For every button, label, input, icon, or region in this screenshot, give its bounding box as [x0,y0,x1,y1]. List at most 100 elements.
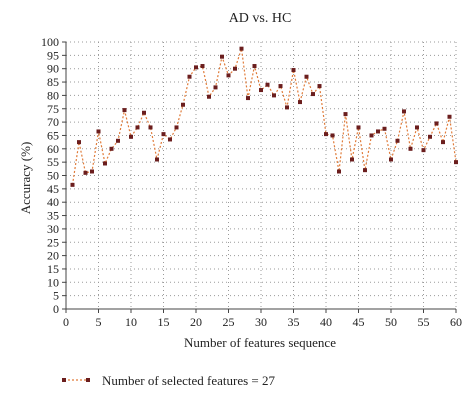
data-point [96,129,101,134]
data-point [330,133,335,138]
data-point [363,168,367,173]
y-tick-label: 15 [47,262,59,276]
data-point [272,93,276,98]
x-tick-label: 40 [320,315,332,329]
data-point [109,146,114,151]
data-point [395,138,400,143]
x-tick-label: 5 [96,315,102,329]
data-point [434,121,439,126]
data-point [324,132,328,137]
data-point [70,182,75,187]
legend: Number of selected features = 27 [62,373,276,388]
y-tick-label: 70 [47,115,59,129]
data-point [343,112,348,117]
data-point [376,129,380,134]
y-tick-label: 0 [53,302,59,316]
x-tick-label: 20 [190,315,202,329]
data-point [83,170,88,175]
data-point [122,108,127,113]
data-point [103,161,107,166]
data-point [415,125,419,130]
x-tick-label: 15 [158,315,170,329]
y-tick-label: 85 [47,75,59,89]
data-point [421,148,426,153]
data-point [239,46,244,51]
data-point [142,110,146,115]
series [70,46,458,187]
data-point [168,137,172,142]
y-tick-label: 5 [53,289,59,303]
chart-title: AD vs. HC [229,11,292,26]
x-tick-label: 0 [63,315,69,329]
tick-labels: 0510152025303540455055606570758085909510… [41,35,462,329]
y-tick-label: 100 [41,35,59,49]
x-tick-label: 30 [255,315,267,329]
data-point [441,140,445,145]
x-tick-label: 60 [450,315,462,329]
data-point [356,125,361,130]
y-tick-label: 30 [47,222,59,236]
data-point [187,74,192,79]
data-point [278,84,283,89]
data-point [369,133,374,138]
x-tick-label: 50 [385,315,397,329]
y-tick-label: 10 [47,275,59,289]
data-point [317,84,322,89]
data-point [194,65,198,70]
data-point [285,105,289,110]
data-point [382,126,387,131]
grid [66,41,457,309]
y-tick-label: 25 [47,235,59,249]
y-tick-label: 65 [47,128,59,142]
data-point [90,169,94,174]
data-point [454,160,458,165]
x-tick-label: 25 [223,315,235,329]
data-point [220,54,224,59]
data-point [77,140,81,145]
y-tick-label: 55 [47,155,59,169]
data-point [226,73,231,78]
y-tick-label: 35 [47,209,59,223]
data-point [161,132,166,137]
data-point [259,88,263,93]
axes [62,41,457,313]
y-tick-label: 90 [47,62,59,76]
data-point [174,125,179,130]
x-tick-label: 45 [353,315,365,329]
data-point [135,125,140,130]
y-axis-label: Accuracy (%) [18,142,33,215]
x-tick-label: 35 [288,315,300,329]
data-point [408,146,413,151]
y-tick-label: 45 [47,182,59,196]
data-point [129,134,133,139]
x-tick-label: 10 [125,315,137,329]
legend-marker [62,378,66,382]
data-point [402,109,406,114]
y-tick-label: 40 [47,195,59,209]
data-point [389,157,393,162]
data-point [207,94,211,99]
data-point [428,134,432,139]
data-point [155,157,159,162]
y-tick-label: 20 [47,249,59,263]
y-tick-label: 60 [47,142,59,156]
data-point [233,66,237,71]
data-point [181,102,185,107]
legend-label: Number of selected features = 27 [102,373,276,388]
data-point [252,64,257,69]
y-tick-label: 50 [47,169,59,183]
data-point [298,100,302,105]
data-point [291,68,296,73]
data-point [447,114,452,119]
data-point [265,82,270,87]
legend-marker [86,378,90,382]
data-point [116,138,120,143]
data-point [246,96,250,101]
data-point [304,74,309,79]
data-point [311,92,315,97]
y-tick-label: 80 [47,88,59,102]
data-point [200,64,205,69]
data-point [213,85,218,90]
